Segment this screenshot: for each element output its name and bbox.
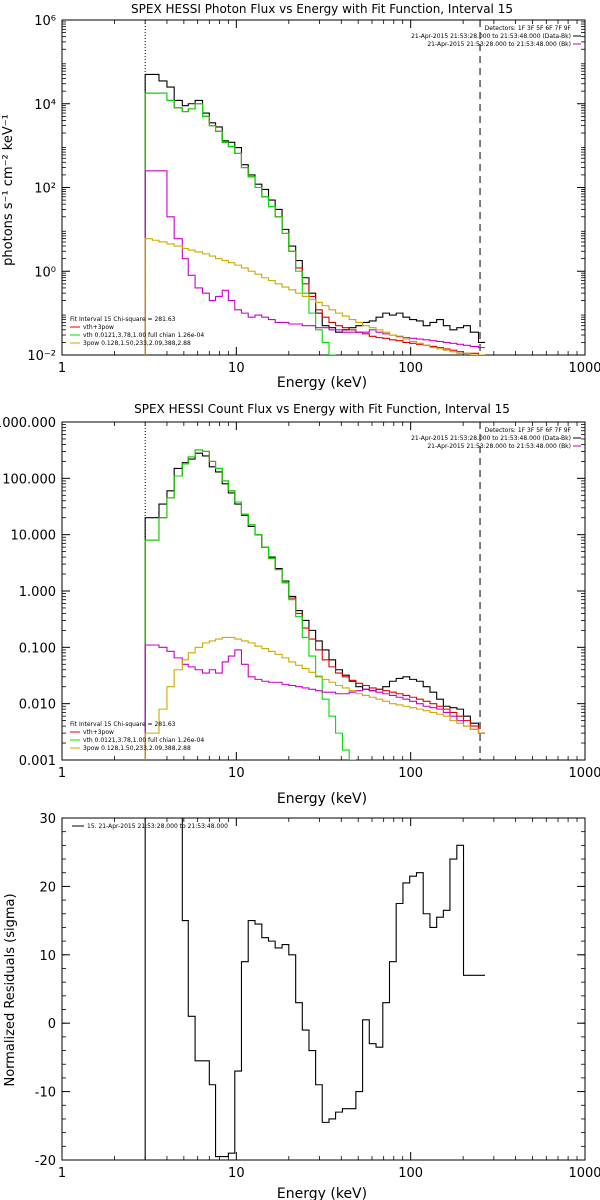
count-flux-series	[144, 449, 486, 760]
photon-flux-x-tick-label: 1000	[568, 361, 600, 376]
residuals-x-tick-label: 100	[398, 1166, 423, 1181]
count-flux-legend-text: 21-Apr-2015 21:53:28.000 to 21:53:48.000…	[411, 435, 571, 442]
photon-flux-ylabel: photons s⁻¹ cm⁻² keV⁻¹	[1, 114, 16, 266]
photon-flux-y-tick-label: 10⁴	[34, 98, 56, 113]
photon-flux-legend-text: 21-Apr-2015 21:53:28.000 to 21:53:48.000…	[427, 41, 571, 48]
photon-flux-title: SPEX HESSI Photon Flux vs Energy with Fi…	[131, 2, 513, 16]
photon-flux-legend-text: vth+3pow	[83, 324, 114, 331]
photon-flux-vlines	[144, 20, 481, 355]
photon-flux-legend-text: 3pow 0.128,1.50,233,2.09,388,2.88	[83, 340, 191, 347]
count-flux-xlabel: Energy (keV)	[277, 791, 367, 807]
residuals-xlabel: Energy (keV)	[277, 1186, 367, 1200]
count-flux-series-line-2	[144, 449, 356, 760]
photon-flux-y-tick-label: 10⁰	[34, 265, 56, 280]
photon-flux-plot-frame	[61, 19, 586, 356]
count-flux-legend-text: vth 0.0121,3.78,1.00 full chian 1.26e-04	[83, 737, 204, 744]
photon-flux-legend-text: Fit Interval 15 Chi-square = 281.63	[70, 316, 176, 323]
residuals-x-tick-label: 1000	[568, 1166, 600, 1181]
count-flux-legend-text: Fit Interval 15 Chi-square = 281.63	[70, 721, 176, 728]
photon-flux-legend-upper: Detectors: 1F 3F 5F 6F 7F 9F21-Apr-2015 …	[411, 25, 581, 48]
residuals-y-tick-label: 20	[39, 880, 56, 895]
count-flux-legend-text: Detectors: 1F 3F 5F 6F 7F 9F	[485, 427, 572, 434]
residuals-y-tick-label: 30	[39, 812, 56, 827]
count-flux-x-tick-label: 100	[398, 766, 423, 781]
count-flux-vlines	[144, 422, 481, 760]
photon-flux-y-tick-label: 10²	[34, 182, 56, 197]
count-flux-y-ticks: 0.001 0.010 0.100 1.000 10.000 100.000 1000.00…	[0, 416, 585, 769]
count-flux-panel: SPEX HESSI Count Flux vs Energy with Fit…	[0, 402, 600, 807]
photon-flux-series	[144, 73, 486, 355]
residuals-x-tick-label: 10	[228, 1166, 245, 1181]
residuals-legend-upper: 15. 21-Apr-2015 21:53:28.000 to 21:53:48…	[72, 823, 228, 830]
residuals-y-tick-label: 0	[48, 1017, 56, 1032]
count-flux-legend-text: vth+3pow	[83, 729, 114, 736]
count-flux-y-tick-label: 100.000	[2, 472, 56, 487]
photon-flux-series-line-2	[144, 92, 337, 355]
count-flux-series-line-0	[144, 452, 486, 760]
photon-flux-panel: SPEX HESSI Photon Flux vs Energy with Fi…	[1, 2, 600, 391]
photon-flux-legend-lower: Fit Interval 15 Chi-square = 281.63vth+3…	[70, 316, 204, 347]
photon-flux-legend-text: 21-Apr-2015 21:53:28.000 to 21:53:48.000…	[411, 33, 571, 40]
photon-flux-y-tick-label: 10⁶	[34, 14, 56, 29]
photon-flux-series-line-3	[144, 170, 486, 355]
count-flux-series-line-3	[144, 644, 486, 760]
residuals-y-tick-label: 10	[39, 949, 56, 964]
count-flux-y-tick-label: 1.000	[19, 585, 56, 600]
photon-flux-y-ticks: 10⁻² 10⁰ 10² 10⁴ 10⁶	[27, 14, 585, 364]
count-flux-title: SPEX HESSI Count Flux vs Energy with Fit…	[134, 402, 510, 416]
residuals-series-line-0	[144, 818, 486, 1160]
residuals-x-ticks: 1 10 100 1000	[58, 818, 600, 1181]
photon-flux-xlabel: Energy (keV)	[277, 375, 367, 391]
photon-flux-x-ticks: 1 10 100 1000	[58, 20, 600, 376]
photon-flux-x-tick-label: 10	[228, 361, 245, 376]
count-flux-series-line-1	[144, 449, 486, 760]
photon-flux-series-line-4	[144, 238, 486, 355]
count-flux-legend-text: 21-Apr-2015 21:53:28.000 to 21:53:48.000…	[427, 443, 571, 450]
count-flux-y-tick-label: 0.001	[19, 754, 56, 769]
photon-flux-legend-text: Detectors: 1F 3F 5F 6F 7F 9F	[485, 25, 572, 32]
count-flux-x-tick-label: 10	[228, 766, 245, 781]
count-flux-y-tick-label: 0.010	[19, 698, 56, 713]
residuals-x-tick-label: 1	[58, 1166, 66, 1181]
residuals-panel: 1 10 100 1000 -20 -10 0 10 20 30 15. 21-Apr-2015…	[3, 812, 600, 1200]
residuals-ylabel: Normalized Residuals (sigma)	[3, 893, 18, 1086]
residuals-series	[144, 818, 486, 1160]
residuals-y-tick-label: -10	[35, 1086, 56, 1101]
photon-flux-x-tick-label: 100	[398, 361, 423, 376]
count-flux-x-tick-label: 1	[58, 766, 66, 781]
residuals-plot-frame	[61, 817, 586, 1161]
count-flux-legend-lower: Fit Interval 15 Chi-square = 281.63vth+3…	[70, 721, 204, 752]
residuals-y-tick-label: -20	[35, 1154, 56, 1169]
count-flux-y-tick-label: 10.000	[11, 529, 57, 544]
count-flux-x-ticks: 1 10 100 1000	[58, 422, 600, 781]
count-flux-y-tick-label: 0.100	[19, 641, 56, 656]
count-flux-x-tick-label: 1000	[568, 766, 600, 781]
count-flux-legend-text: 3pow 0.128,1.50,233,2.09,388,2.88	[83, 745, 191, 752]
count-flux-series-line-4	[144, 636, 486, 760]
residuals-y-ticks: -20 -10 0 10 20 30	[35, 812, 585, 1169]
photon-flux-y-tick-label: 10⁻²	[27, 349, 56, 364]
count-flux-plot-frame	[61, 421, 586, 761]
residuals-legend-text: 15. 21-Apr-2015 21:53:28.000 to 21:53:48…	[87, 823, 228, 830]
photon-flux-legend-text: vth 0.0121,3.78,1.00 full chian 1.26e-04	[83, 332, 204, 339]
count-flux-legend-upper: Detectors: 1F 3F 5F 6F 7F 9F21-Apr-2015 …	[411, 427, 581, 450]
count-flux-y-tick-label: 1000.000	[0, 416, 56, 431]
photon-flux-x-tick-label: 1	[58, 361, 66, 376]
